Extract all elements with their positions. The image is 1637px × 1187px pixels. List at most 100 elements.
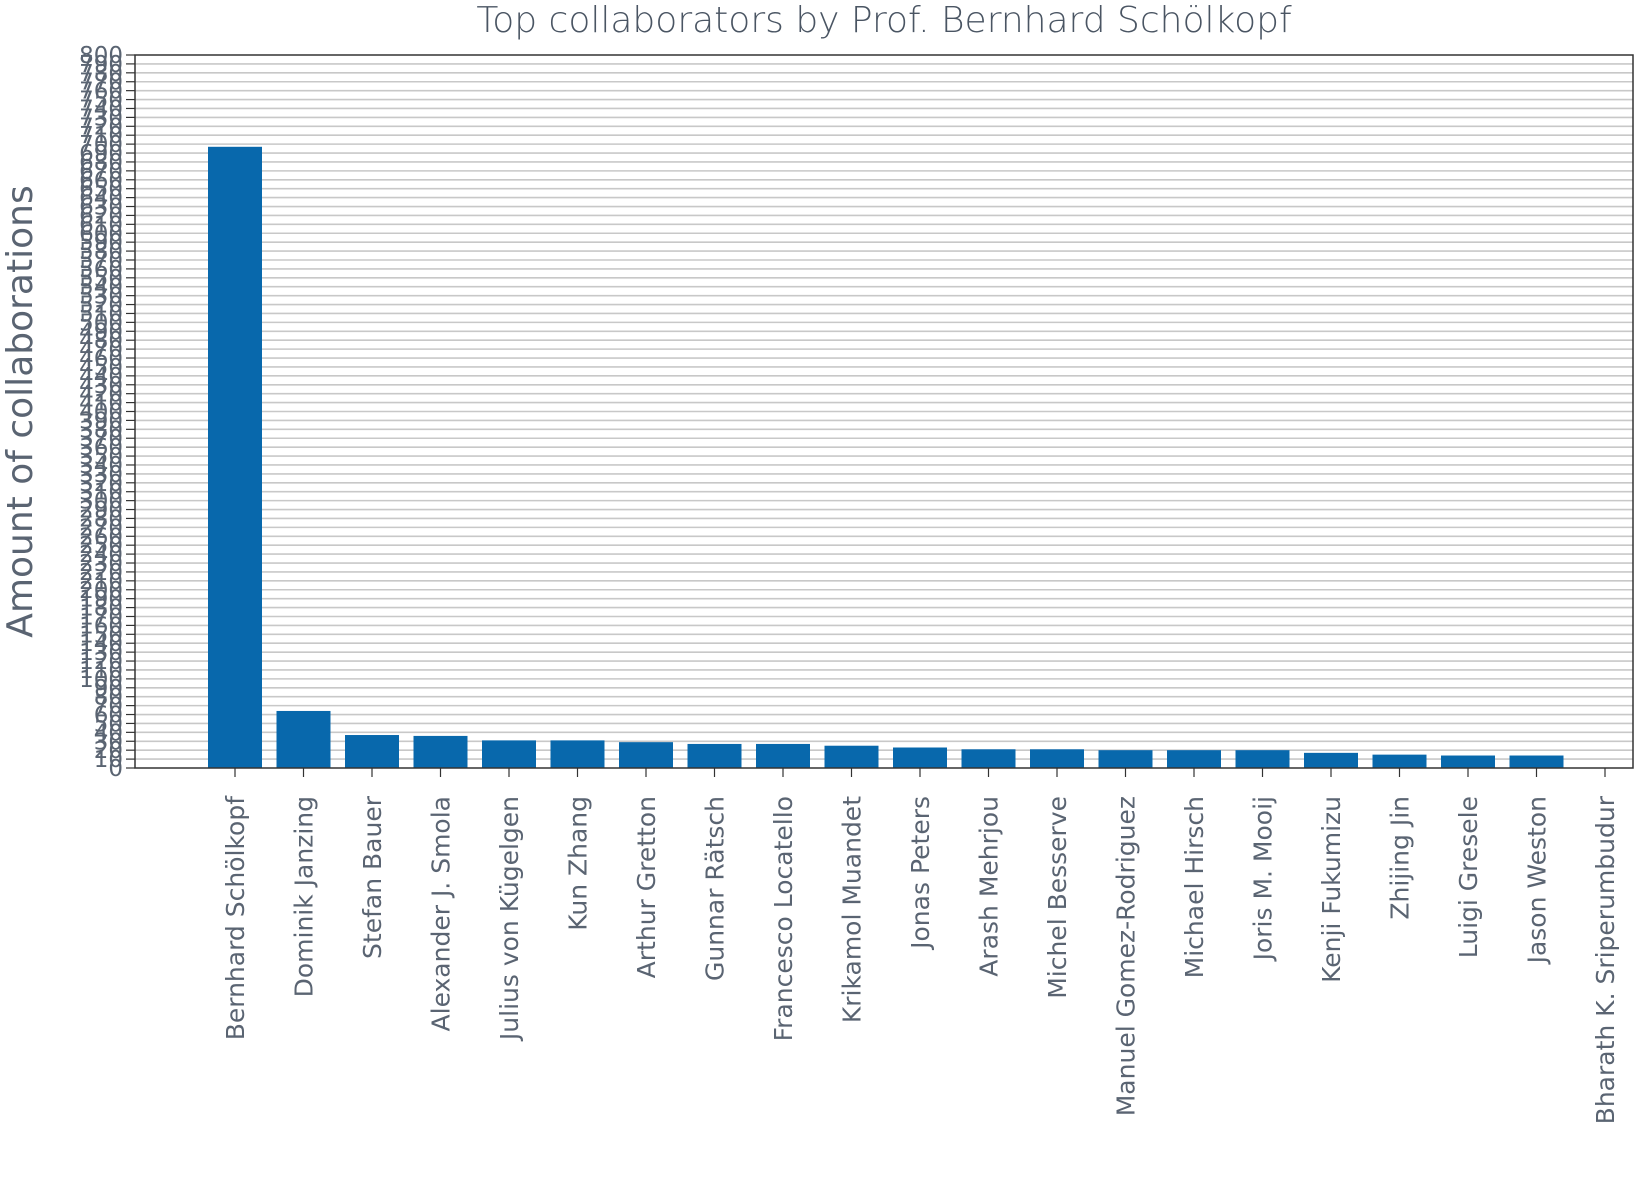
x-category-label: Jonas Peters: [906, 796, 935, 951]
y-tick-label: 0: [108, 756, 123, 782]
y-tick-label: 590: [79, 230, 123, 256]
bar: [1372, 754, 1427, 768]
y-tick-label: 460: [79, 346, 123, 372]
bar: [1509, 755, 1564, 768]
y-tick-label: 440: [79, 364, 123, 390]
bar: [550, 740, 605, 768]
y-tick-label: 610: [79, 212, 123, 238]
y-tick-label: 370: [79, 426, 123, 452]
x-category-label: Manuel Gomez-Rodriguez: [1112, 796, 1141, 1116]
y-tick-label: 430: [79, 373, 123, 399]
y-tick-label: 290: [79, 498, 123, 524]
y-tick-label: 600: [79, 221, 123, 247]
y-tick-label: 130: [79, 640, 123, 666]
y-tick-label: 310: [79, 480, 123, 506]
y-tick-label: 570: [79, 248, 123, 274]
grid-lines: [135, 63, 1633, 760]
bar: [345, 735, 399, 768]
y-tick-label: 770: [79, 70, 123, 96]
y-tick-label: 50: [94, 711, 123, 737]
y-tick-label: 790: [79, 52, 123, 78]
bar: [1167, 750, 1221, 768]
bar: [1441, 755, 1495, 768]
y-tick-label: 320: [79, 471, 123, 497]
y-tick-label: 390: [79, 408, 123, 434]
y-tick-label: 650: [79, 177, 123, 203]
x-category-label: Kenji Fukumizu: [1317, 796, 1346, 983]
x-category-label: Luigi Gresele: [1454, 796, 1483, 958]
y-tick-label: 150: [79, 622, 123, 648]
y-tick-label: 630: [79, 195, 123, 221]
x-category-label: Michael Hirsch: [1180, 796, 1209, 978]
y-tick-label: 530: [79, 284, 123, 310]
y-tick-label: 60: [94, 703, 123, 729]
y-tick-label: 690: [79, 141, 123, 167]
bar: [756, 743, 810, 768]
y-tick-label: 300: [79, 489, 123, 515]
y-tick-label: 280: [79, 506, 123, 532]
y-tick-label: 140: [79, 631, 123, 657]
y-tick-label: 520: [79, 293, 123, 319]
bar: [1030, 749, 1084, 768]
y-tick-label: 190: [79, 587, 123, 613]
y-tick-label: 450: [79, 355, 123, 381]
x-category-label: Krikamol Muandet: [838, 796, 867, 1023]
y-tick-label: 710: [79, 123, 123, 149]
y-tick-label: 80: [94, 685, 123, 711]
x-category-label: Alexander J. Smola: [427, 796, 456, 1031]
y-tick-label: 10: [94, 747, 123, 773]
y-tick-label: 100: [79, 667, 123, 693]
y-tick-label: 360: [79, 435, 123, 461]
y-tick-label: 180: [79, 596, 123, 622]
y-tick-label: 700: [79, 132, 123, 158]
y-tick-label: 550: [79, 266, 123, 292]
y-tick-label: 780: [79, 61, 123, 87]
y-tick-label: 330: [79, 462, 123, 488]
y-tick-label: 160: [79, 613, 123, 639]
x-axis-labels: Bernhard Schölkopf Dominik Janzing Stefan …: [221, 768, 1620, 1124]
y-tick-label: 740: [79, 96, 123, 122]
y-tick-label: 620: [79, 203, 123, 229]
y-tick-label: 30: [94, 729, 123, 755]
y-tick-label: 380: [79, 417, 123, 443]
y-tick-label: 470: [79, 337, 123, 363]
y-tick-label: 800: [79, 43, 123, 69]
y-tick-label: 350: [79, 444, 123, 470]
y-tick-label: 660: [79, 168, 123, 194]
y-tick-label: 560: [79, 257, 123, 283]
bar: [619, 742, 673, 768]
y-tick-label: 760: [79, 79, 123, 105]
y-tick-label: 730: [79, 105, 123, 131]
y-axis-ticks: 0102030405060708090100110120130140150160…: [79, 43, 135, 782]
y-tick-label: 240: [79, 542, 123, 568]
bar: [1235, 750, 1290, 768]
y-tick-label: 230: [79, 551, 123, 577]
plot-frame: [134, 54, 1634, 769]
y-tick-label: 40: [94, 720, 123, 746]
y-tick-label: 120: [79, 649, 123, 675]
x-category-label: Joris M. Mooij: [1249, 796, 1278, 962]
y-tick-label: 260: [79, 524, 123, 550]
y-tick-label: 170: [79, 604, 123, 630]
y-tick-label: 70: [94, 694, 123, 720]
y-tick-label: 480: [79, 328, 123, 354]
bar: [482, 740, 536, 768]
x-category-label: Kun Zhang: [564, 796, 593, 931]
x-category-label: Jason Weston: [1523, 796, 1552, 965]
y-tick-label: 400: [79, 400, 123, 426]
y-tick-label: 420: [79, 382, 123, 408]
x-category-label: Stefan Bauer: [358, 795, 387, 959]
bars: [208, 146, 1564, 768]
x-category-label: Bernhard Schölkopf: [221, 795, 250, 1040]
x-category-label: Gunnar Rätsch: [701, 796, 730, 981]
y-tick-label: 340: [79, 453, 123, 479]
y-tick-label: 500: [79, 310, 123, 336]
y-tick-label: 210: [79, 569, 123, 595]
bar: [413, 735, 468, 768]
bar: [1098, 750, 1153, 768]
x-category-label: Zhijing Jin: [1386, 796, 1415, 920]
x-category-label: Arash Mehrjou: [975, 796, 1004, 977]
bar: [824, 745, 879, 768]
x-category-label: Michel Besserve: [1043, 796, 1072, 999]
